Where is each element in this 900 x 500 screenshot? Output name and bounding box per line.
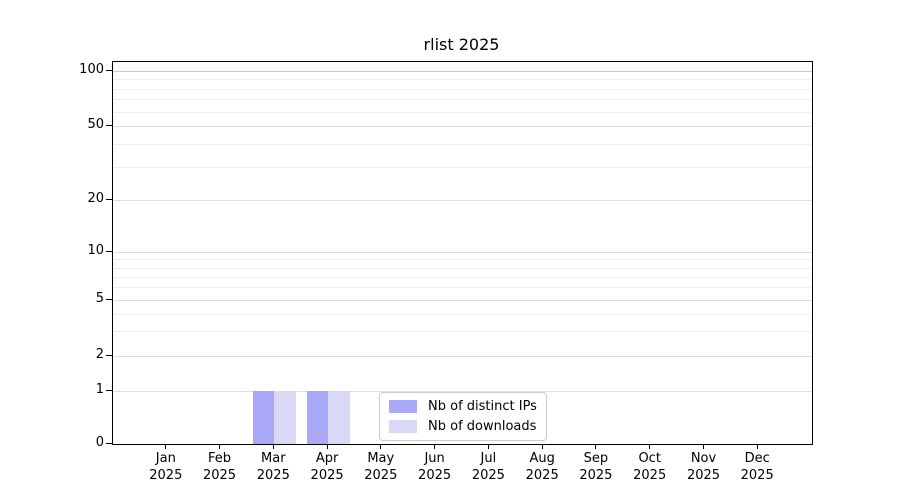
y-tick-label: 1: [95, 382, 104, 397]
major-gridline: [113, 200, 812, 201]
x-tick-label: Dec 2025: [740, 451, 774, 483]
minor-gridline: [113, 111, 812, 113]
legend-swatch-downloads: [389, 420, 417, 433]
legend-label-downloads: Nb of downloads: [428, 419, 537, 434]
y-tick-label: 10: [87, 243, 104, 258]
plot-area: Nb of distinct IPs Nb of downloads: [112, 61, 813, 445]
minor-gridline: [113, 287, 812, 289]
x-tick-label: Aug 2025: [525, 451, 559, 483]
x-tick-label: Jul 2025: [471, 451, 505, 483]
x-tick-label: Feb 2025: [202, 451, 237, 483]
legend-swatch-distinct-ips: [389, 400, 417, 413]
major-gridline: [113, 300, 812, 301]
legend-label-distinct-ips: Nb of distinct IPs: [428, 399, 537, 414]
minor-gridline: [113, 276, 812, 278]
legend-item-downloads: Nb of downloads: [389, 419, 537, 434]
major-gridline: [113, 391, 812, 392]
y-tick-label: 0: [95, 435, 104, 450]
x-tick-label: Jan 2025: [149, 451, 183, 483]
minor-gridline: [113, 79, 812, 81]
grid-layer: [113, 62, 812, 444]
minor-gridline: [113, 88, 812, 90]
major-gridline: [113, 71, 812, 72]
minor-gridline: [113, 144, 812, 145]
major-gridline: [113, 356, 812, 357]
y-tick-label: 20: [87, 191, 104, 206]
legend-item-distinct-ips: Nb of distinct IPs: [389, 399, 537, 414]
minor-gridline: [113, 313, 812, 315]
x-tick-label: Oct 2025: [633, 451, 667, 483]
y-tick-label: 2: [95, 347, 104, 362]
bar-downloads: [328, 391, 350, 444]
bar-distinct-ips: [306, 391, 329, 444]
y-tick-label: 100: [79, 62, 104, 77]
minor-gridline: [113, 267, 812, 269]
bars-layer: [113, 62, 812, 444]
major-gridline: [113, 252, 812, 253]
x-tick-label: May 2025: [364, 451, 398, 483]
minor-gridline: [113, 259, 812, 261]
minor-gridline: [113, 167, 812, 169]
minor-gridline: [113, 99, 812, 101]
x-tick-label: Apr 2025: [310, 451, 344, 483]
x-tick-label: Mar 2025: [256, 451, 290, 483]
bar-downloads: [274, 391, 296, 444]
x-tick-label: Nov 2025: [686, 451, 721, 483]
y-tick-label: 5: [95, 291, 104, 306]
minor-gridline: [113, 331, 812, 333]
major-gridline: [113, 126, 812, 127]
bar-distinct-ips: [252, 391, 275, 444]
legend: Nb of distinct IPs Nb of downloads: [379, 392, 547, 441]
y-tick-label: 50: [87, 117, 104, 132]
chart-title: rlist 2025: [423, 35, 500, 54]
x-tick-label: Sep 2025: [579, 451, 613, 483]
x-tick-label: Jun 2025: [418, 451, 452, 483]
